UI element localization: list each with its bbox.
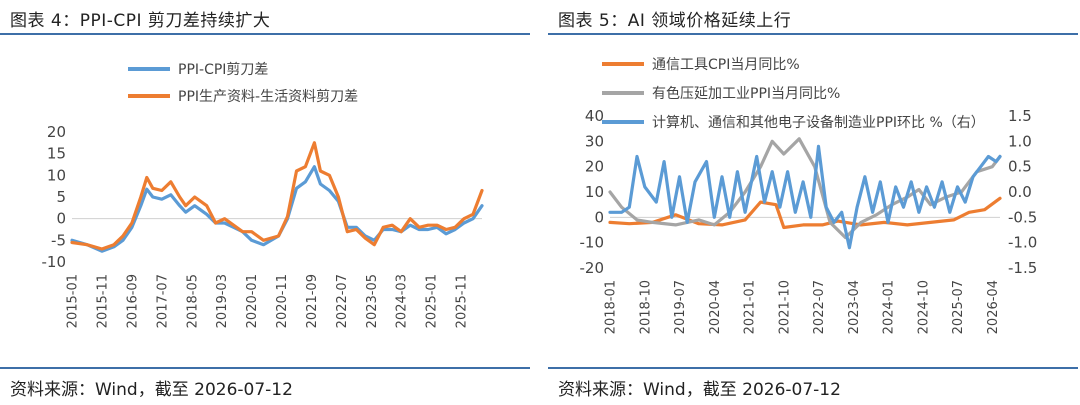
- x-tick-label: 2016-09: [125, 274, 140, 328]
- y-tick-label: 10: [47, 166, 66, 184]
- legend-label: 计算机、通信和其他电子设备制造业PPI环比 %（右）: [652, 114, 985, 131]
- x-tick-label: 2024-03: [395, 274, 410, 328]
- x-tick-label: 2019-03: [215, 274, 230, 328]
- y-tick-label: 40: [585, 107, 604, 125]
- series-line-2: [70, 141, 484, 251]
- x-tick-label: 2021-09: [305, 274, 320, 328]
- series-line-3: [608, 144, 1002, 250]
- legend-label: PPI生产资料-生活资料剪刀差: [178, 89, 358, 105]
- y-tick-label: -5: [51, 231, 66, 249]
- line-chart: -10 -5 0 5 10 15 20 2015-01 2015-11 2016-09 2017-0…: [42, 62, 484, 328]
- y2-tick-label: 0.0: [1008, 183, 1032, 201]
- legend-label: 有色压延加工业PPI当月同比%: [652, 85, 840, 102]
- y2-tick-label: 0.5: [1008, 158, 1032, 176]
- figure-title: 图表 4：PPI-CPI 剪刀差持续扩大: [10, 11, 271, 31]
- x-tick-label: 2015-01: [66, 274, 81, 328]
- x-tick-label: 2022-07: [812, 280, 827, 334]
- chart-panel-left: 图表 4：PPI-CPI 剪刀差持续扩大 -10 -5 0 5 10 15 20 2015-0…: [0, 0, 530, 405]
- x-tick-label: 2021-10: [777, 280, 792, 334]
- y-tick-label: 0: [56, 210, 66, 228]
- figure-title: 图表 5：AI 领域价格延续上行: [558, 11, 792, 31]
- title-rule: [0, 33, 530, 35]
- legend-label: PPI-CPI剪刀差: [178, 62, 268, 78]
- y-tick-label: -10: [580, 234, 605, 252]
- title-rule: [548, 33, 1078, 35]
- legend-label: 通信工具CPI当月同比%: [652, 57, 800, 73]
- series-line-1: [70, 165, 484, 253]
- y-tick-label: 20: [585, 158, 604, 176]
- y-tick-label: -10: [42, 253, 67, 271]
- y-tick-label: 30: [585, 132, 604, 150]
- x-tick-label: 2020-11: [275, 274, 290, 328]
- x-tick-label: 2025-11: [455, 274, 470, 328]
- x-tick-label: 2020-04: [708, 280, 723, 334]
- x-tick-label: 2022-07: [335, 274, 350, 328]
- y-tick-label: 20: [47, 123, 66, 141]
- x-tick-label: 2025-07: [951, 280, 966, 334]
- x-tick-label: 2019-07: [673, 280, 688, 334]
- x-tick-label: 2025-01: [425, 274, 440, 328]
- y2-tick-label: 1.5: [1008, 107, 1032, 125]
- x-tick-label: 2021-01: [743, 280, 758, 334]
- x-tick-label: 2018-10: [638, 280, 653, 334]
- y-tick-label: 15: [47, 145, 66, 163]
- y-tick-label: 5: [56, 188, 66, 206]
- source-rule: [548, 367, 1078, 369]
- y2-tick-label: 1.0: [1008, 132, 1032, 150]
- y-tick-label: 0: [594, 208, 604, 226]
- dual-axis-line-chart: -20 -10 0 10 20 30 40 -1.5 -1.0 -0.5 0.0 0.5 1.0 1.5 2…: [580, 57, 1038, 334]
- chart-panel-right: 图表 5：AI 领域价格延续上行 -20 -10 0 10 20 30 40 -1.5 -1.0…: [548, 0, 1080, 405]
- x-tick-label: 2018-05: [185, 274, 200, 328]
- series-line-1: [608, 196, 1002, 230]
- x-tick-label: 2024-01: [882, 280, 897, 334]
- x-tick-label: 2026-04: [986, 280, 1001, 334]
- source-note: 资料来源：Wind，截至 2026-07-12: [10, 380, 293, 400]
- y2-tick-label: -1.0: [1008, 234, 1037, 252]
- x-tick-label: 2023-04: [847, 280, 862, 334]
- source-note: 资料来源：Wind，截至 2026-07-12: [558, 380, 841, 400]
- x-tick-label: 2017-07: [155, 274, 170, 328]
- x-tick-label: 2024-10: [916, 280, 931, 334]
- y2-tick-label: -1.5: [1008, 259, 1037, 277]
- y2-tick-label: -0.5: [1008, 208, 1037, 226]
- x-tick-label: 2020-01: [245, 274, 260, 328]
- x-tick-label: 2015-11: [95, 274, 110, 328]
- source-rule: [0, 367, 530, 369]
- y-tick-label: 10: [585, 183, 604, 201]
- x-tick-label: 2018-01: [604, 280, 619, 334]
- x-tick-label: 2023-05: [365, 274, 380, 328]
- y-tick-label: -20: [580, 259, 605, 277]
